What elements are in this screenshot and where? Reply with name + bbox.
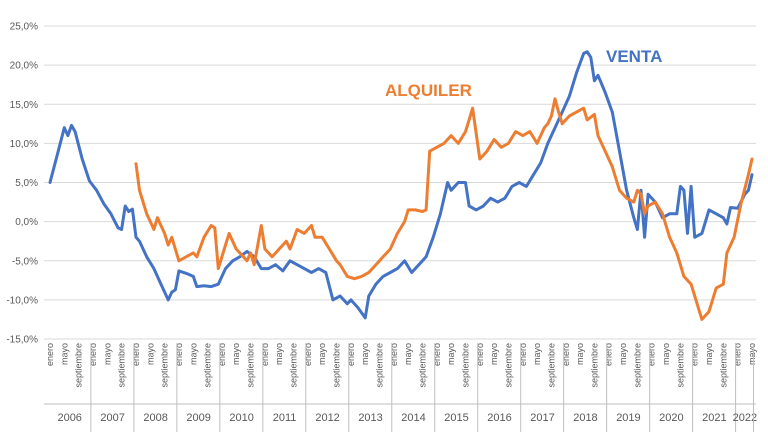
x-tick-label: mayo: [145, 343, 155, 365]
x-tick-label: septiembre: [503, 343, 513, 388]
x-axis-ticks: enero mayo septiembre enero mayo septiembre en…: [45, 343, 757, 388]
x-tick-label: mayo: [188, 343, 198, 365]
year-label: 2011: [273, 412, 297, 424]
x-tick-label: septiembre: [203, 343, 213, 388]
x-tick-label: enero: [389, 343, 399, 366]
x-tick-label: mayo: [446, 343, 456, 365]
year-label: 2007: [100, 412, 124, 424]
year-label: 2009: [186, 412, 210, 424]
y-tick-label: 20,0%: [10, 61, 38, 72]
x-tick-label: enero: [518, 343, 528, 366]
x-axis-years: 2006 2007 2008 2009 2010 2011 2012 2013 2014 2015…: [44, 343, 757, 432]
x-tick-label: mayo: [661, 343, 671, 365]
x-tick-label: mayo: [489, 343, 499, 365]
year-label: 2013: [358, 412, 382, 424]
x-tick-label: septiembre: [160, 343, 170, 388]
x-tick-label: enero: [432, 343, 442, 366]
year-label: 2016: [487, 412, 511, 424]
year-label: 2017: [530, 412, 554, 424]
x-tick-label: mayo: [274, 343, 284, 365]
y-axis-ticks: -15,0% -10,0% -5,0% 0,0% 5,0% 10,0% 15,0% 20,0%…: [6, 22, 38, 346]
x-tick-label: enero: [303, 343, 313, 366]
year-label: 2020: [659, 412, 683, 424]
y-tick-label: -15,0%: [6, 335, 38, 346]
x-tick-label: enero: [217, 343, 227, 366]
series-label-alquiler: ALQUILER: [385, 81, 472, 100]
x-tick-label: mayo: [532, 343, 542, 365]
year-label: 2022: [733, 412, 757, 424]
y-tick-label: -5,0%: [12, 256, 38, 267]
x-tick-label: enero: [45, 343, 55, 366]
year-label: 2006: [57, 412, 81, 424]
year-label: 2014: [401, 412, 425, 424]
x-tick-label: enero: [131, 343, 141, 366]
series-line-alquiler: [134, 97, 754, 321]
x-tick-label: mayo: [747, 343, 757, 365]
x-tick-label: septiembre: [675, 343, 685, 388]
x-tick-label: mayo: [102, 343, 112, 365]
x-tick-label: mayo: [59, 343, 69, 365]
year-label: 2008: [143, 412, 167, 424]
y-tick-label: 0,0%: [15, 217, 38, 228]
y-tick-label: -10,0%: [6, 295, 38, 306]
x-tick-label: mayo: [360, 343, 370, 365]
x-tick-label: septiembre: [375, 343, 385, 388]
x-tick-label: enero: [88, 343, 98, 366]
x-tick-label: septiembre: [718, 343, 728, 388]
year-label: 2012: [315, 412, 339, 424]
year-label: 2019: [616, 412, 640, 424]
x-tick-label: enero: [475, 343, 485, 366]
x-tick-label: enero: [260, 343, 270, 366]
x-tick-label: septiembre: [417, 343, 427, 388]
x-tick-label: mayo: [704, 343, 714, 365]
year-label: 2018: [573, 412, 597, 424]
x-tick-label: enero: [174, 343, 184, 366]
x-tick-label: septiembre: [546, 343, 556, 388]
x-tick-label: mayo: [575, 343, 585, 365]
x-tick-label: septiembre: [289, 343, 299, 388]
y-tick-label: 25,0%: [10, 22, 38, 33]
x-tick-label: septiembre: [246, 343, 256, 388]
gridlines: [44, 25, 756, 340]
y-tick-label: 5,0%: [15, 178, 38, 189]
year-label: 2015: [444, 412, 468, 424]
x-tick-label: enero: [604, 343, 614, 366]
x-tick-label: enero: [690, 343, 700, 366]
series-lines: [48, 50, 754, 321]
x-tick-label: mayo: [618, 343, 628, 365]
x-tick-label: mayo: [403, 343, 413, 365]
x-tick-label: septiembre: [74, 343, 84, 388]
x-tick-label: enero: [561, 343, 571, 366]
series-label-venta: VENTA: [606, 47, 662, 66]
year-label: 2010: [229, 412, 253, 424]
x-tick-label: enero: [346, 343, 356, 366]
x-tick-label: septiembre: [632, 343, 642, 388]
y-tick-label: 10,0%: [10, 139, 38, 150]
x-tick-label: septiembre: [460, 343, 470, 388]
x-tick-label: septiembre: [332, 343, 342, 388]
series-line-venta: [48, 50, 754, 320]
x-tick-label: enero: [733, 343, 743, 366]
x-tick-label: enero: [647, 343, 657, 366]
x-tick-label: mayo: [231, 343, 241, 365]
y-tick-label: 15,0%: [10, 100, 38, 111]
x-tick-label: septiembre: [589, 343, 599, 388]
x-tick-label: septiembre: [117, 343, 127, 388]
year-label: 2021: [702, 412, 726, 424]
x-tick-label: mayo: [317, 343, 327, 365]
